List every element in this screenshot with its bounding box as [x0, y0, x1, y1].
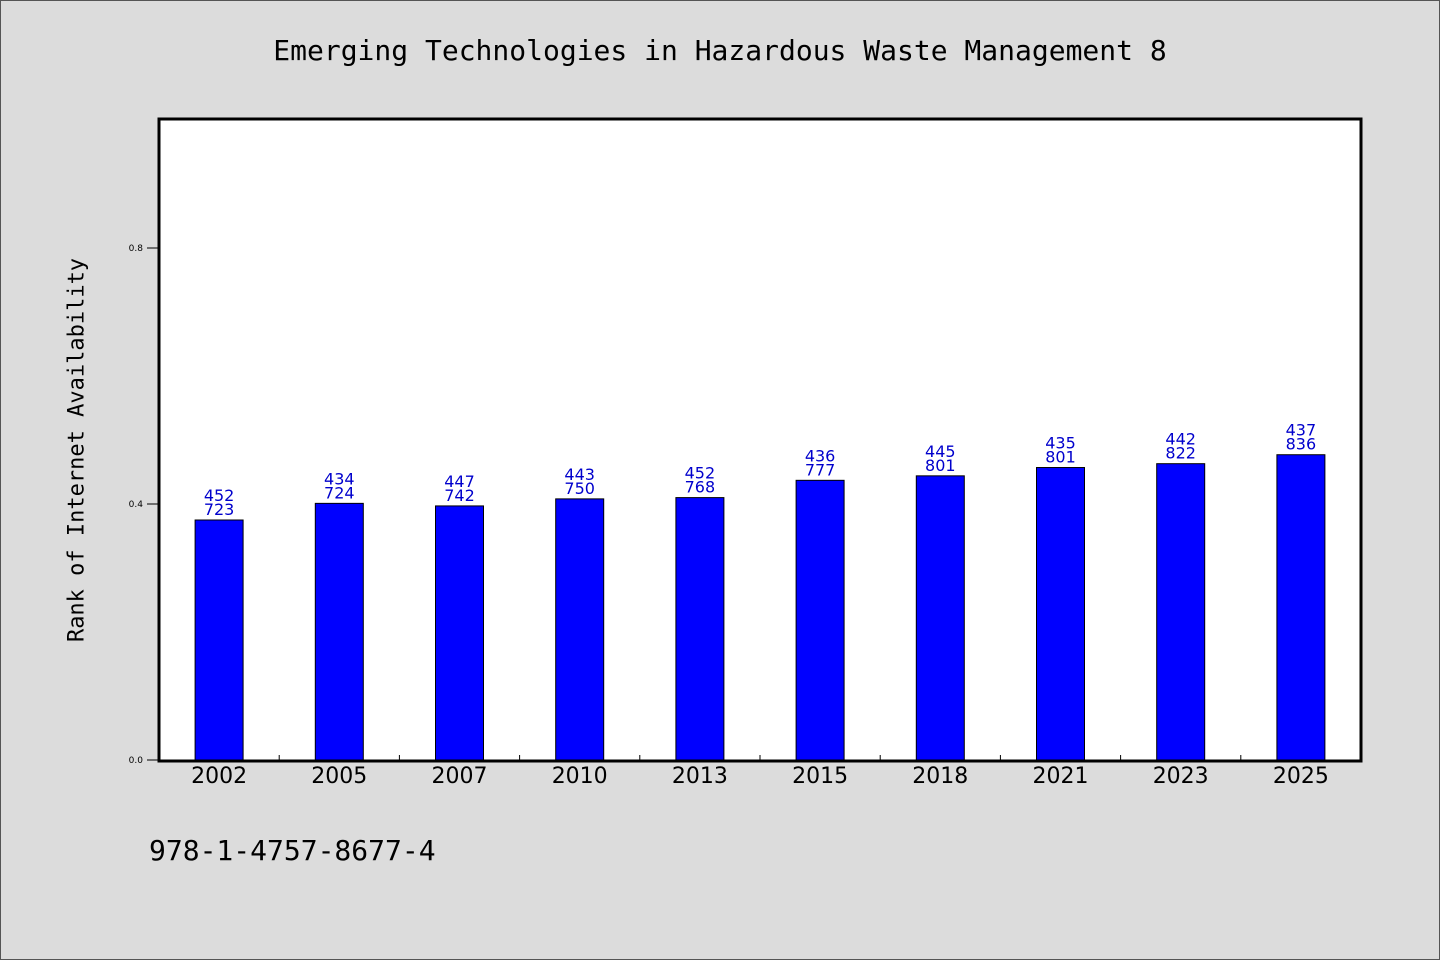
ticks-layer: 2002 2005 2007 2010 2013 2015 2018 2021 2023 2025…: [129, 244, 1329, 789]
bar-label-top-2013: 452: [685, 464, 716, 483]
x-tick-label-2015: 2015: [792, 764, 848, 789]
bar-label-top-2021: 435: [1045, 434, 1076, 453]
bar-2025: [1276, 454, 1326, 761]
bar-label-bottom-2002: 723: [204, 500, 235, 519]
x-tick-label-2013: 2013: [672, 764, 728, 789]
bar-label-bottom-2015: 777: [805, 460, 836, 479]
bar-label-bottom-2023: 822: [1165, 444, 1196, 463]
bar-2013: [675, 497, 725, 761]
bar-2005: [314, 502, 364, 761]
bar-label-bottom-2010: 750: [564, 479, 595, 498]
bar-label-top-2005: 434: [324, 469, 355, 488]
bar-label-top-2025: 437: [1286, 421, 1317, 440]
bar-label-top-2007: 447: [444, 472, 475, 491]
x-tick-label-2005: 2005: [311, 764, 367, 789]
y-tick-label-0.4: 0.4: [129, 500, 144, 510]
bar-label-top-2018: 445: [925, 442, 956, 461]
bar-2007: [435, 505, 484, 761]
bar-2021: [1036, 467, 1085, 761]
bar-label-top-2015: 436: [805, 446, 836, 465]
x-tick-label-2010: 2010: [552, 764, 608, 789]
bar-label-bottom-2005: 724: [324, 483, 355, 502]
isbn-label: 978-1-4757-8677-4: [149, 834, 436, 867]
bar-2018: [915, 475, 965, 761]
x-tick-label-2002: 2002: [191, 764, 247, 789]
plot-border: [157, 117, 1363, 763]
chart-title: Emerging Technologies in Hazardous Waste…: [273, 34, 1167, 67]
bar-label-bottom-2021: 801: [1045, 448, 1076, 467]
bar-label-bottom-2018: 801: [925, 456, 956, 475]
bar-label-bottom-2025: 836: [1286, 435, 1317, 454]
x-tick-label-2007: 2007: [432, 764, 488, 789]
bar-2002: [194, 519, 244, 761]
y-tick-label-0.8: 0.8: [129, 244, 144, 254]
x-tick-label-2021: 2021: [1033, 764, 1089, 789]
x-tick-label-2018: 2018: [912, 764, 968, 789]
bar-label-top-2023: 442: [1165, 430, 1196, 449]
x-tick-label-2025: 2025: [1273, 764, 1329, 789]
bars-layer: [194, 454, 1326, 761]
bar-2023: [1156, 463, 1206, 761]
bar-label-bottom-2013: 768: [685, 478, 716, 497]
bar-label-bottom-2007: 742: [444, 486, 475, 505]
bar-label-top-2002: 452: [204, 486, 235, 505]
y-tick-label-0.0: 0.0: [129, 756, 144, 766]
data-labels-layer: 4527234347244477424437504527684367774458…: [204, 421, 1316, 519]
bar-2010: [555, 498, 605, 761]
x-tick-label-2023: 2023: [1153, 764, 1209, 789]
bar-2015: [795, 479, 845, 761]
bar-label-top-2010: 443: [564, 465, 595, 484]
